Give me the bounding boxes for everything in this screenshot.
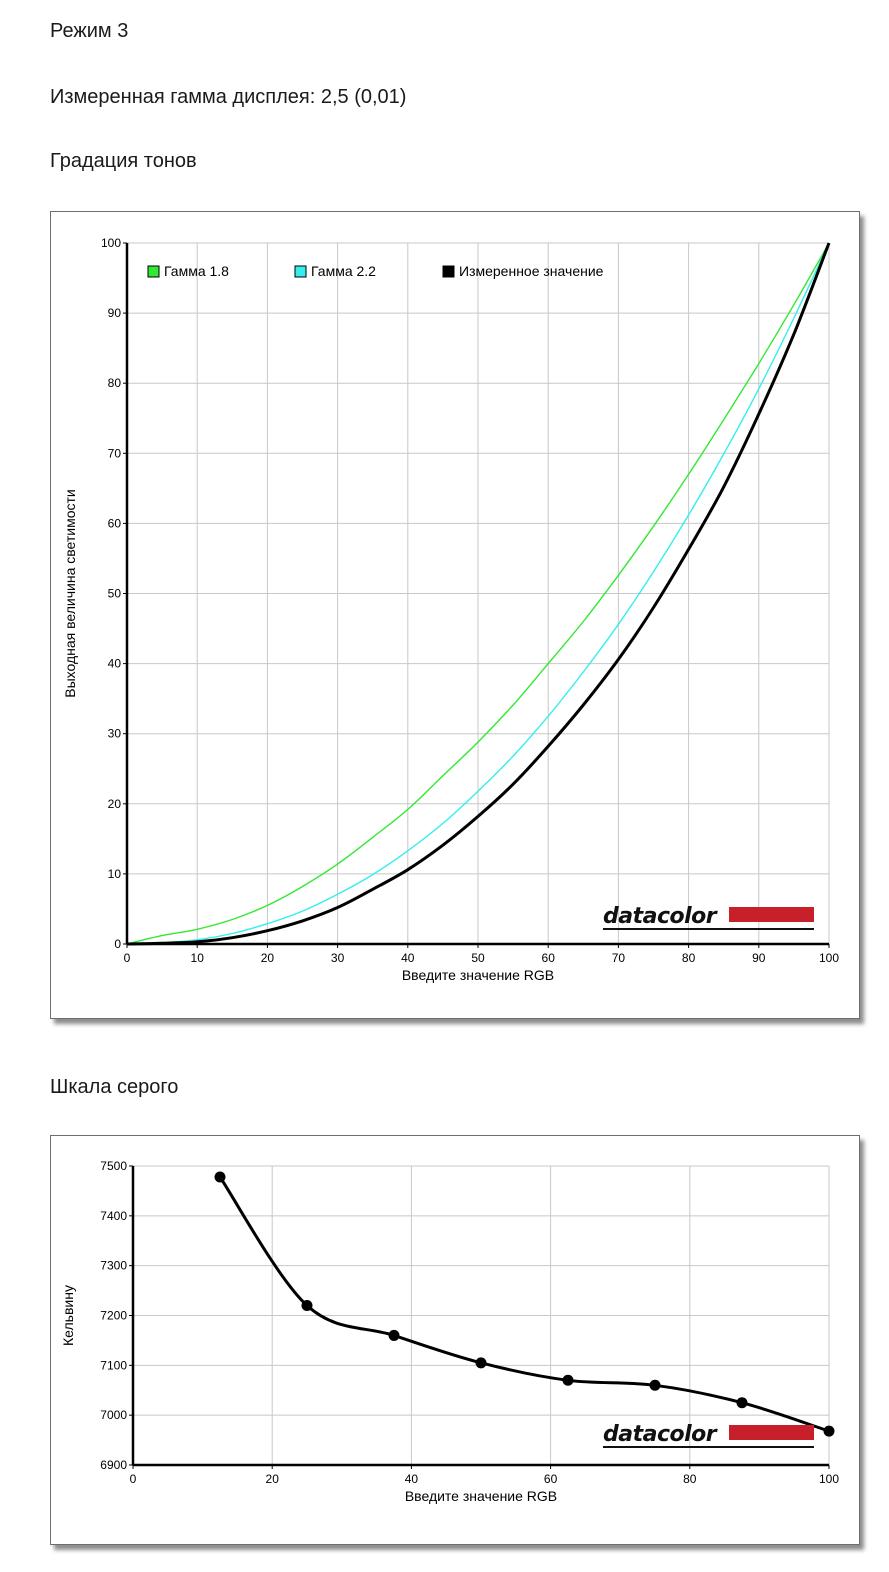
datacolor-logo-bar: [729, 907, 814, 922]
y-tick-label: 7400: [100, 1209, 127, 1223]
y-tick-label: 20: [108, 797, 122, 811]
y-tick-label: 50: [108, 587, 122, 601]
x-axis-title: Введите значение RGB: [405, 1488, 557, 1504]
y-tick-label: 80: [108, 376, 122, 390]
x-tick-label: 20: [266, 1472, 280, 1486]
y-axis-title: Выходная величина светимости: [62, 489, 78, 697]
x-tick-label: 40: [401, 951, 415, 965]
mode-label: Режим 3: [50, 20, 129, 42]
y-tick-label: 7000: [100, 1408, 127, 1422]
y-tick-label: 6900: [100, 1458, 127, 1472]
x-tick-label: 30: [331, 951, 345, 965]
y-tick-label: 90: [108, 306, 122, 320]
gamma-label: Измеренная гамма дисплея: 2,5 (0,01): [50, 86, 407, 108]
x-tick-label: 0: [124, 951, 131, 965]
x-tick-label: 80: [683, 1472, 697, 1486]
x-tick-label: 60: [544, 1472, 558, 1486]
y-tick-label: 7300: [100, 1259, 127, 1273]
y-axis-title: Кельвину: [60, 1285, 76, 1346]
y-tick-label: 30: [108, 727, 122, 741]
tone-chart: 0 10 20 30 40 50 60 70 80 90 100 0 10 20 30 40 50 60 70 80 9…: [62, 236, 839, 983]
x-tick-label: 20: [261, 951, 275, 965]
x-axis-title: Введите значение RGB: [402, 967, 554, 983]
legend-gamma-18-swatch: [147, 265, 160, 278]
tone-section-title: Градация тонов: [50, 150, 197, 172]
legend-gamma-22-swatch: [294, 265, 307, 278]
kelvin-point: [388, 1329, 400, 1341]
kelvin-point: [301, 1300, 313, 1312]
legend-gamma-22-label: Гамма 2.2: [311, 263, 376, 279]
legend-gamma-18-label: Гамма 1.8: [164, 263, 229, 279]
x-tick-label: 90: [752, 951, 766, 965]
x-tick-label: 60: [542, 951, 556, 965]
y-tick-label: 7200: [100, 1309, 127, 1323]
y-tick-label: 7100: [100, 1358, 127, 1372]
kelvin-point: [736, 1397, 748, 1409]
datacolor-logo-text: datacolor: [603, 904, 718, 929]
gamma-18-line: [126, 242, 830, 945]
y-tick-label: 7500: [100, 1159, 127, 1173]
measured-line: [126, 242, 831, 946]
x-tick-label: 50: [471, 951, 485, 965]
y-tick-label: 40: [108, 657, 122, 671]
y-tick-label: 0: [114, 937, 121, 951]
x-tick-label: 10: [191, 951, 205, 965]
x-tick-label: 80: [682, 951, 696, 965]
gamma-22-line: [126, 242, 830, 945]
x-tick-label: 100: [819, 951, 839, 965]
x-tick-label: 100: [819, 1472, 839, 1486]
kelvin-point: [823, 1425, 835, 1437]
x-tick-label: 40: [405, 1472, 419, 1486]
legend-measured-label: Измеренное значение: [459, 263, 604, 279]
gray-section-title: Шкала серого: [50, 1076, 179, 1098]
kelvin-point: [562, 1374, 574, 1386]
x-tick-label: 0: [130, 1472, 137, 1486]
kelvin-point: [214, 1171, 226, 1183]
legend-measured-swatch: [442, 265, 455, 278]
y-tick-label: 100: [101, 236, 121, 250]
y-tick-label: 60: [108, 516, 122, 530]
gray-chart: 0 20 40 60 80 100 6900 7000 7100 7200 7300 7400 7500…: [60, 1159, 839, 1504]
kelvin-point: [475, 1357, 487, 1369]
x-tick-label: 70: [612, 951, 626, 965]
kelvin-point: [649, 1379, 661, 1391]
gray-chart-panel: 0 20 40 60 80 100 6900 7000 7100 7200 7300 7400 7500…: [50, 1135, 860, 1545]
datacolor-logo-text: datacolor: [603, 1422, 718, 1447]
y-tick-label: 70: [108, 446, 122, 460]
y-tick-label: 10: [108, 867, 122, 881]
tone-chart-panel: 0 10 20 30 40 50 60 70 80 90 100 0 10 20 30 40 50 60 70 80 9…: [50, 211, 860, 1019]
datacolor-logo-bar: [729, 1425, 814, 1440]
